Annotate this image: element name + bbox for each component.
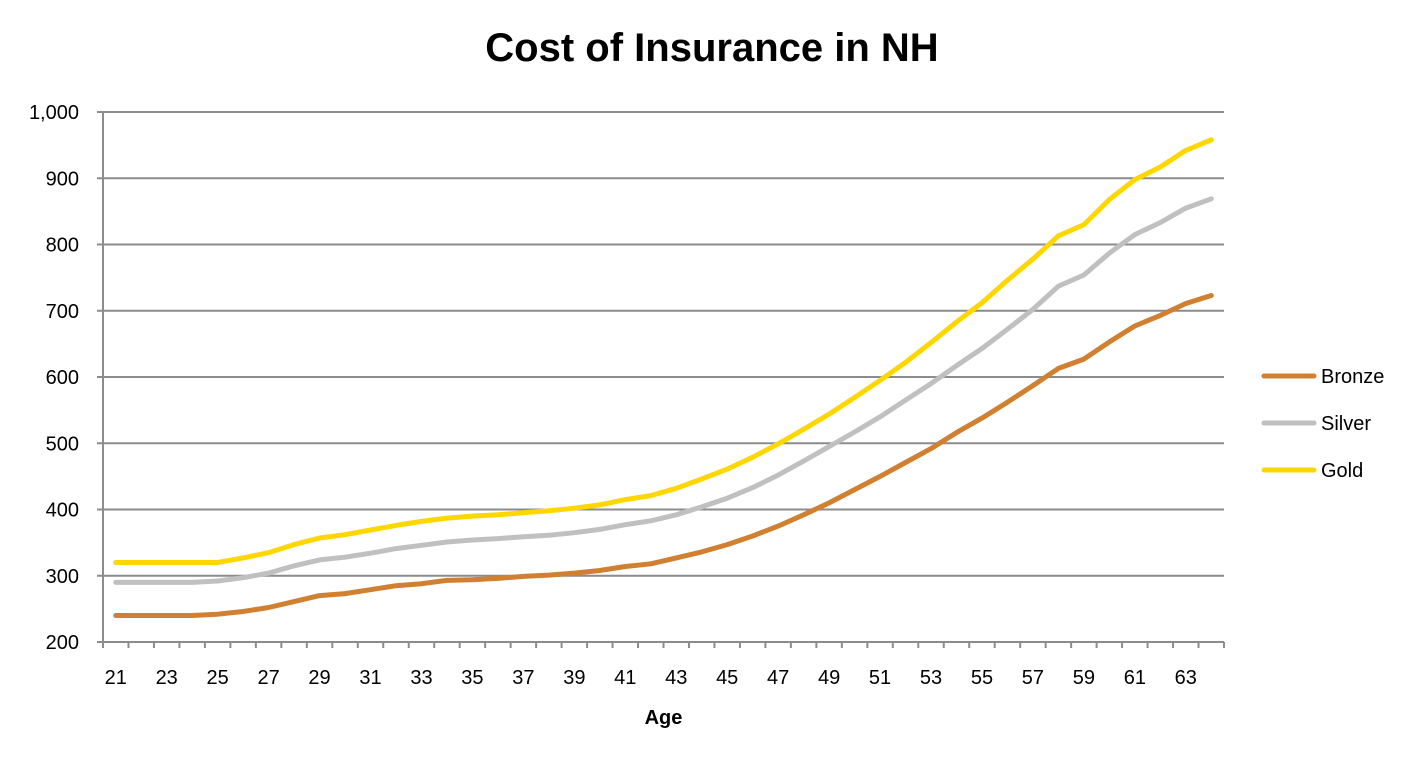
- x-tick-label: 51: [869, 667, 891, 689]
- x-axis-label: Age: [645, 707, 683, 729]
- y-tick-label: 500: [46, 433, 79, 455]
- legend-label-silver: Silver: [1321, 413, 1371, 435]
- x-tick-label: 63: [1175, 667, 1197, 689]
- x-tick-label: 33: [410, 667, 432, 689]
- y-tick-label: 1,000: [29, 102, 79, 124]
- x-tick-label: 53: [920, 667, 942, 689]
- x-tick-label: 61: [1124, 667, 1146, 689]
- series-line-bronze: [113, 293, 1214, 618]
- x-tick-label: 37: [512, 667, 534, 689]
- x-tick-label: 49: [818, 667, 840, 689]
- y-tick-label: 400: [46, 500, 79, 522]
- chart-title: Cost of Insurance in NH: [485, 26, 939, 70]
- y-tick-label: 200: [46, 632, 79, 654]
- legend-label-gold: Gold: [1321, 460, 1363, 482]
- x-tick-label: 39: [563, 667, 585, 689]
- y-tick-label: 300: [46, 566, 79, 588]
- x-tick-label: 57: [1022, 667, 1044, 689]
- legend-label-bronze: Bronze: [1321, 366, 1384, 388]
- x-tick-label: 59: [1073, 667, 1095, 689]
- y-tick-label: 600: [46, 367, 79, 389]
- x-tick-label: 27: [257, 667, 279, 689]
- x-tick-label: 23: [156, 667, 178, 689]
- x-tick-label: 21: [105, 667, 127, 689]
- x-tick-label: 55: [971, 667, 993, 689]
- x-tick-label: 45: [716, 667, 738, 689]
- x-tick-label: 35: [461, 667, 483, 689]
- x-tick-label: 25: [207, 667, 229, 689]
- series-line-gold: [113, 137, 1214, 565]
- x-tick-label: 47: [767, 667, 789, 689]
- x-tick-label: 31: [359, 667, 381, 689]
- x-tick-label: 29: [308, 667, 330, 689]
- x-tick-label: 43: [665, 667, 687, 689]
- y-tick-label: 800: [46, 235, 79, 257]
- x-tick-label: 41: [614, 667, 636, 689]
- series-line-silver: [113, 196, 1214, 585]
- y-tick-label: 700: [46, 301, 79, 323]
- y-tick-label: 900: [46, 168, 79, 190]
